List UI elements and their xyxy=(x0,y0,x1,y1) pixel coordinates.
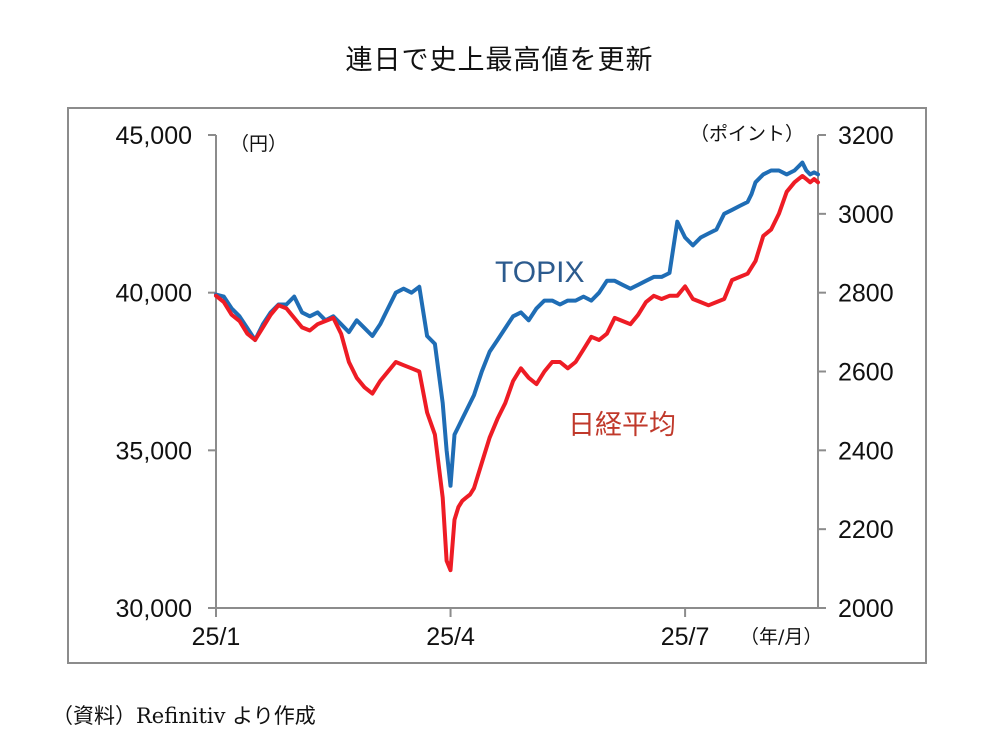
left-tick-label: 45,000 xyxy=(116,122,192,150)
x-axis-unit: （年/月） xyxy=(740,626,822,648)
right-tick-label: 3200 xyxy=(838,122,894,150)
left-tick-label: 30,000 xyxy=(116,595,192,623)
x-tick-label: 25/7 xyxy=(661,623,710,651)
x-tick-label: 25/1 xyxy=(192,623,241,651)
series-label-topix: TOPIX xyxy=(495,256,584,289)
nikkei-line xyxy=(214,174,820,573)
right-tick-label: 2600 xyxy=(838,359,894,387)
source-note: （資料）Refinitiv より作成 xyxy=(52,704,316,728)
right-tick-label: 2800 xyxy=(838,280,894,308)
series-lines xyxy=(214,160,820,573)
left-tick-label: 35,000 xyxy=(116,437,192,465)
x-tick-label: 25/4 xyxy=(426,623,475,651)
right-tick-label: 2000 xyxy=(838,595,894,623)
right-tick-label: 2400 xyxy=(838,437,894,465)
left-axis-unit: （円） xyxy=(230,133,287,155)
right-tick-label: 2200 xyxy=(838,516,894,544)
series-label-nikkei: 日経平均 xyxy=(568,410,676,441)
chart-title: 連日で史上最高値を更新 xyxy=(345,45,654,76)
chart-frame xyxy=(67,107,927,664)
right-axis-unit: （ポイント） xyxy=(690,123,804,145)
axes xyxy=(208,134,826,617)
left-tick-label: 40,000 xyxy=(116,280,192,308)
tick-labels: 30,000 35,000 40,000 45,000 2000 2200 2400 2600… xyxy=(116,122,894,651)
right-tick-label: 3000 xyxy=(838,201,894,229)
topix-line xyxy=(214,160,820,488)
